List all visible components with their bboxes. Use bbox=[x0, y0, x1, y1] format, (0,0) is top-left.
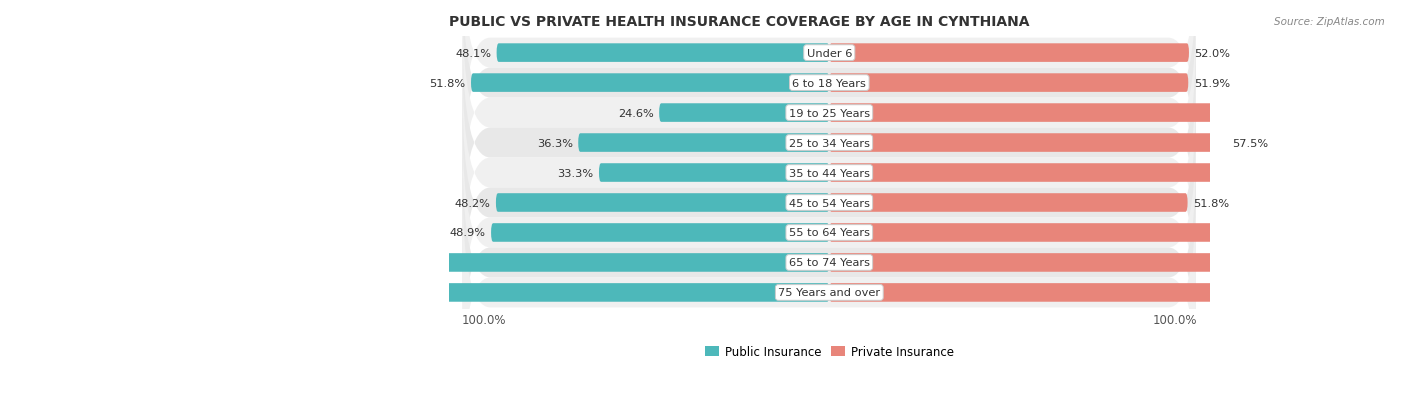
Text: 36.3%: 36.3% bbox=[537, 138, 572, 148]
Text: 64.5%: 64.5% bbox=[1227, 108, 1267, 118]
FancyBboxPatch shape bbox=[830, 74, 1188, 93]
FancyBboxPatch shape bbox=[496, 194, 830, 212]
FancyBboxPatch shape bbox=[830, 224, 1260, 242]
Text: 24.6%: 24.6% bbox=[617, 108, 654, 118]
Text: 25 to 34 Years: 25 to 34 Years bbox=[789, 138, 870, 148]
Text: 51.8%: 51.8% bbox=[429, 78, 465, 88]
Text: 48.9%: 48.9% bbox=[450, 228, 485, 238]
FancyBboxPatch shape bbox=[463, 9, 1197, 218]
FancyBboxPatch shape bbox=[463, 0, 1197, 158]
Text: 35 to 44 Years: 35 to 44 Years bbox=[789, 168, 870, 178]
Text: 48.1%: 48.1% bbox=[456, 48, 491, 59]
Text: Under 6: Under 6 bbox=[807, 48, 852, 59]
Text: 48.2%: 48.2% bbox=[454, 198, 491, 208]
FancyBboxPatch shape bbox=[578, 134, 830, 152]
FancyBboxPatch shape bbox=[659, 104, 830, 123]
Text: 100.0%: 100.0% bbox=[146, 288, 193, 298]
FancyBboxPatch shape bbox=[599, 164, 830, 183]
Text: 33.3%: 33.3% bbox=[557, 168, 593, 178]
FancyBboxPatch shape bbox=[463, 188, 1197, 397]
FancyBboxPatch shape bbox=[463, 38, 1197, 248]
Text: 52.0%: 52.0% bbox=[1195, 48, 1230, 59]
FancyBboxPatch shape bbox=[138, 283, 830, 302]
FancyBboxPatch shape bbox=[830, 134, 1227, 152]
FancyBboxPatch shape bbox=[463, 158, 1197, 368]
Legend: Public Insurance, Private Insurance: Public Insurance, Private Insurance bbox=[700, 341, 959, 363]
FancyBboxPatch shape bbox=[463, 69, 1197, 278]
Text: 74.5%: 74.5% bbox=[1296, 168, 1336, 178]
Text: 63.6%: 63.6% bbox=[1222, 288, 1261, 298]
FancyBboxPatch shape bbox=[496, 44, 830, 63]
FancyBboxPatch shape bbox=[471, 74, 830, 93]
Text: 51.9%: 51.9% bbox=[1194, 78, 1230, 88]
Text: Source: ZipAtlas.com: Source: ZipAtlas.com bbox=[1274, 17, 1385, 26]
FancyBboxPatch shape bbox=[463, 98, 1197, 308]
FancyBboxPatch shape bbox=[491, 224, 830, 242]
FancyBboxPatch shape bbox=[830, 254, 1260, 272]
FancyBboxPatch shape bbox=[830, 164, 1344, 183]
Text: 19 to 25 Years: 19 to 25 Years bbox=[789, 108, 870, 118]
Text: 45 to 54 Years: 45 to 54 Years bbox=[789, 198, 870, 208]
FancyBboxPatch shape bbox=[830, 283, 1270, 302]
Text: 51.8%: 51.8% bbox=[1194, 198, 1229, 208]
Text: 57.5%: 57.5% bbox=[1233, 138, 1268, 148]
Text: 99.1%: 99.1% bbox=[152, 258, 191, 268]
FancyBboxPatch shape bbox=[463, 128, 1197, 337]
FancyBboxPatch shape bbox=[463, 0, 1197, 188]
FancyBboxPatch shape bbox=[830, 194, 1188, 212]
Text: 55 to 64 Years: 55 to 64 Years bbox=[789, 228, 870, 238]
Text: 62.2%: 62.2% bbox=[1212, 228, 1251, 238]
FancyBboxPatch shape bbox=[830, 44, 1189, 63]
Text: 75 Years and over: 75 Years and over bbox=[779, 288, 880, 298]
Text: PUBLIC VS PRIVATE HEALTH INSURANCE COVERAGE BY AGE IN CYNTHIANA: PUBLIC VS PRIVATE HEALTH INSURANCE COVER… bbox=[449, 15, 1029, 29]
FancyBboxPatch shape bbox=[143, 254, 830, 272]
Text: 65 to 74 Years: 65 to 74 Years bbox=[789, 258, 870, 268]
Text: 62.3%: 62.3% bbox=[1212, 258, 1251, 268]
FancyBboxPatch shape bbox=[830, 104, 1275, 123]
Text: 6 to 18 Years: 6 to 18 Years bbox=[793, 78, 866, 88]
